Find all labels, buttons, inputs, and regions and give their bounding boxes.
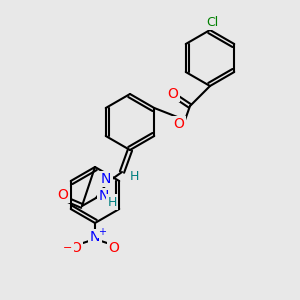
Text: O: O — [174, 117, 184, 131]
Text: O: O — [168, 87, 178, 101]
Text: +: + — [98, 227, 106, 237]
Text: N: N — [99, 189, 109, 203]
Text: O: O — [58, 188, 68, 202]
Text: H: H — [129, 169, 139, 182]
Text: H: H — [107, 196, 117, 208]
Text: O: O — [70, 241, 81, 255]
Text: N: N — [90, 230, 100, 244]
Text: Cl: Cl — [206, 16, 218, 28]
Text: −: − — [63, 243, 73, 253]
Text: O: O — [109, 241, 119, 255]
Text: N: N — [101, 172, 111, 186]
